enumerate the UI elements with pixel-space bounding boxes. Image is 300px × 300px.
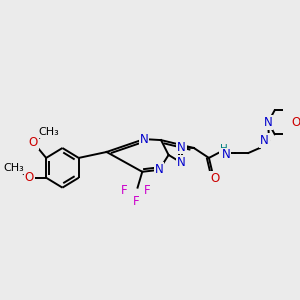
Text: O: O — [292, 116, 300, 129]
Text: F: F — [144, 184, 150, 197]
Text: CH₃: CH₃ — [4, 163, 25, 173]
Text: O: O — [28, 136, 38, 148]
Text: H: H — [220, 144, 228, 154]
Text: O: O — [25, 171, 34, 184]
Text: N: N — [140, 133, 148, 146]
Text: N: N — [260, 134, 269, 147]
Text: N: N — [177, 140, 186, 154]
Text: F: F — [132, 195, 139, 208]
Text: N: N — [221, 148, 230, 161]
Text: CH₃: CH₃ — [39, 127, 59, 137]
Text: O: O — [210, 172, 219, 185]
Text: N: N — [177, 156, 186, 170]
Text: N: N — [155, 163, 164, 176]
Text: N: N — [264, 116, 272, 129]
Text: F: F — [121, 184, 128, 197]
